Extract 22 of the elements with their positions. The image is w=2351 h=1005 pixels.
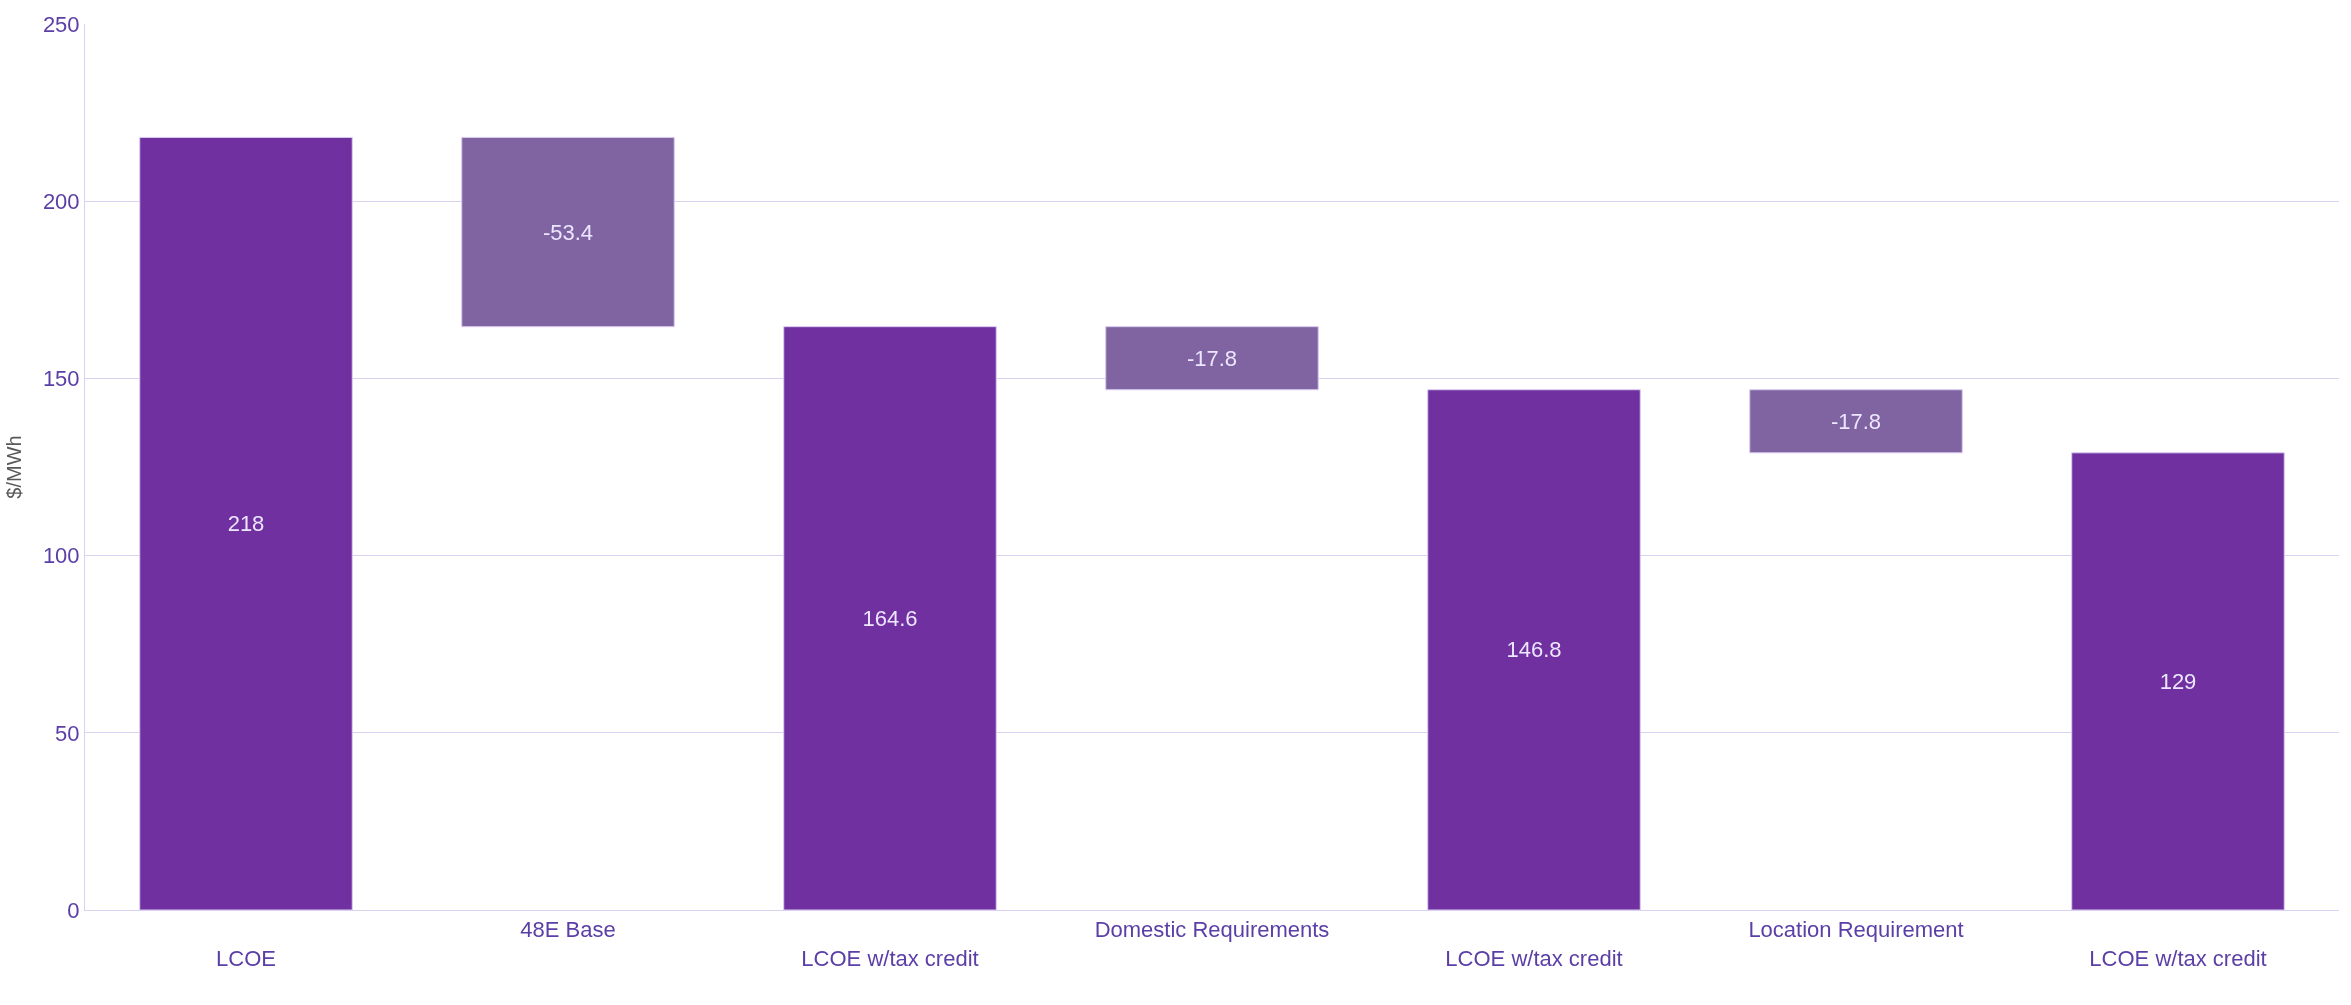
x-tick-label: Domestic Requirements — [1094, 917, 1330, 943]
x-tick-label: Location Requirement — [1748, 917, 1964, 943]
bar — [1749, 389, 1963, 454]
x-tick-label: LCOE w/tax credit — [1445, 946, 1623, 971]
x-tick-label: LCOE w/tax credit — [801, 946, 979, 971]
x-tick-label: LCOE w/tax credit — [2089, 946, 2267, 971]
x-tick-label: 48E Base — [520, 917, 616, 943]
y-tick-label: 0 — [67, 897, 80, 923]
data-label: 164.6 — [862, 605, 918, 631]
data-label: 146.8 — [1506, 637, 1562, 663]
y-tick-label: 100 — [42, 543, 80, 569]
y-tick-label: 200 — [42, 188, 80, 214]
data-label: 129 — [2159, 668, 2197, 694]
data-label: 218 — [227, 511, 265, 537]
data-label: -17.8 — [1830, 408, 1882, 434]
y-axis-title: $/MWh — [3, 435, 26, 499]
y-tick-label: 150 — [42, 366, 80, 392]
data-label: -17.8 — [1186, 345, 1238, 371]
data-label: -53.4 — [542, 219, 594, 245]
y-tick-label: 250 — [42, 11, 80, 37]
y-tick-label: 50 — [55, 720, 80, 746]
x-tick-label: LCOE — [216, 946, 276, 971]
